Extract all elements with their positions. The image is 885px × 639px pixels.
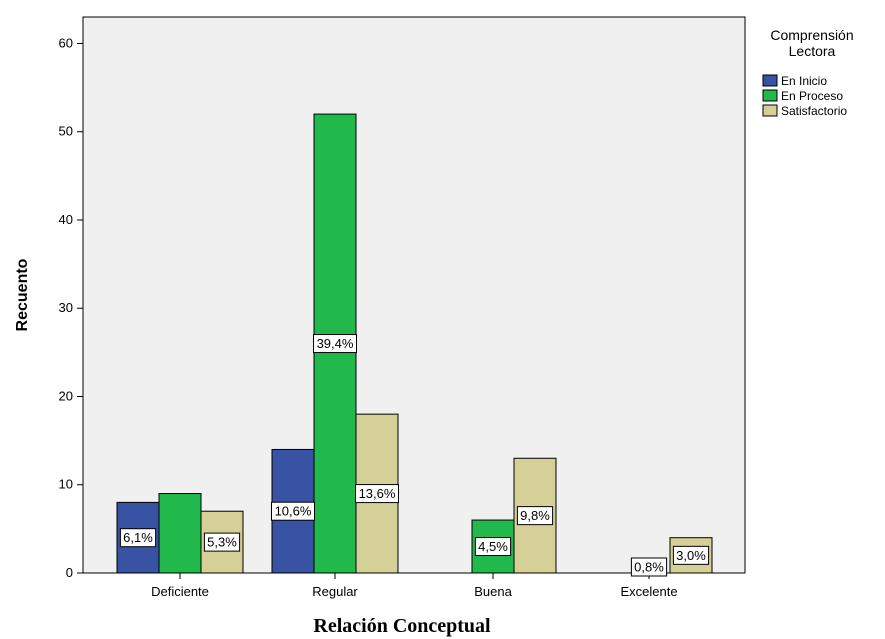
data-labels-group: 6,1% 10,6% 39,4% 4,5% 5,3% 13,6% 9,8% 3,0% 0,8%: [119, 334, 710, 577]
legend-item: Satisfactorio: [762, 104, 847, 118]
y-tick-label: 0: [66, 565, 73, 580]
data-label-text: 6,1%: [123, 530, 153, 545]
legend-label: En Inicio: [781, 74, 827, 88]
data-label: 0,8%: [630, 557, 668, 577]
x-axis-label: Relación Conceptual: [313, 615, 491, 637]
legend-label: En Proceso: [781, 89, 843, 103]
data-label: 4,5%: [474, 537, 512, 557]
y-tick-label: 60: [59, 35, 73, 50]
x-axis: Deficiente Regular Buena Excelente: [151, 573, 678, 599]
data-label-text: 10,6%: [275, 504, 312, 519]
data-label-box: [313, 334, 357, 354]
x-tick-label: Excelente: [620, 584, 677, 599]
x-tick-label: Deficiente: [151, 584, 209, 599]
x-tick-label: Regular: [312, 584, 358, 599]
data-label: 9,8%: [516, 506, 554, 526]
bar: [158, 493, 202, 574]
data-label: 39,4%: [313, 334, 357, 354]
data-label-text: 5,3%: [207, 535, 237, 550]
data-label-text: 0,8%: [634, 560, 664, 575]
data-label: 5,3%: [203, 532, 241, 552]
y-tick-label: 40: [59, 212, 73, 227]
y-tick-label: 10: [59, 477, 73, 492]
data-label-box: [271, 501, 315, 521]
data-label-box: [355, 484, 399, 504]
data-label-box: [203, 532, 241, 552]
data-label-text: 39,4%: [317, 336, 354, 351]
legend-label: Satisfactorio: [781, 104, 847, 118]
plot-area: [82, 16, 746, 574]
data-label-box: [474, 537, 512, 557]
legend-item: En Inicio: [762, 74, 827, 88]
data-label-text: 9,8%: [520, 508, 550, 523]
data-label-text: 4,5%: [478, 539, 508, 554]
legend-swatch: [762, 104, 778, 117]
y-axis: 0 10 20 30 40 50 60: [59, 35, 83, 580]
y-tick-label: 20: [59, 388, 73, 403]
data-label: 13,6%: [355, 484, 399, 504]
legend-title: Comprensión: [770, 27, 853, 43]
data-label-box: [672, 545, 710, 565]
legend-title: Lectora: [789, 43, 836, 59]
data-label-text: 3,0%: [676, 548, 706, 563]
data-label-box: [630, 557, 668, 577]
y-axis-label: Recuento: [14, 258, 31, 331]
y-tick-label: 50: [59, 124, 73, 139]
legend-swatch: [762, 74, 778, 87]
data-label-text: 13,6%: [359, 486, 396, 501]
data-label-box: [119, 528, 157, 548]
data-label: 6,1%: [119, 528, 157, 548]
y-tick-label: 30: [59, 300, 73, 315]
x-tick-label: Buena: [474, 584, 512, 599]
data-label-box: [516, 506, 554, 526]
legend-item: En Proceso: [762, 89, 843, 103]
data-label: 3,0%: [672, 545, 710, 565]
data-label: 10,6%: [271, 501, 315, 521]
legend-swatch: [762, 89, 778, 102]
